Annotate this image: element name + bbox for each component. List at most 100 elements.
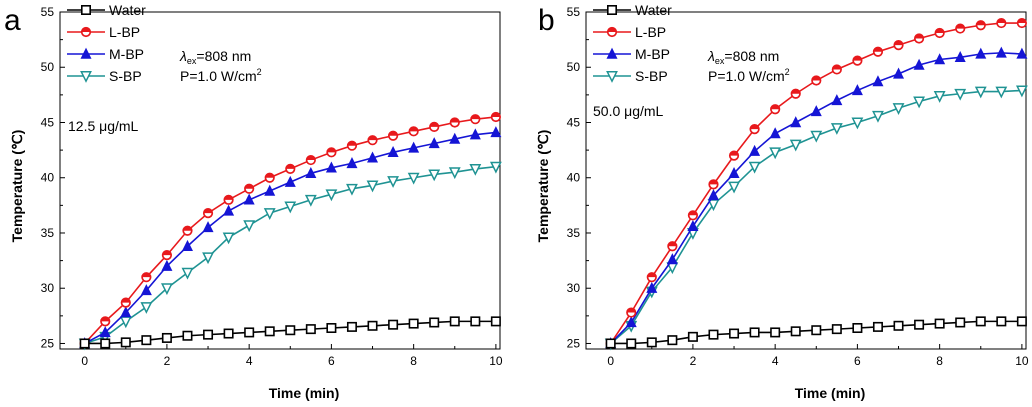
- data-point-m-bp: [449, 132, 461, 144]
- data-point-s-bp: [222, 232, 235, 245]
- data-point-m-bp: [99, 326, 111, 338]
- data-point-l-bp: [387, 130, 399, 141]
- data-point-l-bp: [749, 124, 760, 135]
- data-point-water: [605, 338, 616, 349]
- data-point-m-bp: [646, 281, 658, 293]
- data-point-l-bp: [223, 194, 234, 205]
- concentration-annotation: 12.5 μg/mL: [68, 118, 139, 134]
- data-point-m-bp: [954, 50, 966, 63]
- data-point-l-bp: [244, 183, 255, 194]
- data-point-m-bp: [469, 128, 481, 140]
- y-tick-label: 25: [567, 336, 581, 350]
- legend: Water L-BP M-BP S-BP: [67, 2, 146, 84]
- data-point-s-bp: [748, 161, 761, 174]
- legend-marker: [80, 26, 92, 38]
- panel-letter: a: [4, 4, 21, 37]
- data-point-s-bp: [140, 302, 153, 314]
- x-tick-label: 0: [607, 354, 614, 368]
- power-annotation: P=1.0 W/cm2: [180, 67, 262, 84]
- legend-marker: [80, 71, 92, 83]
- data-point-l-bp: [141, 272, 152, 283]
- y-tick-label: 25: [41, 336, 55, 350]
- data-point-water: [100, 338, 111, 349]
- data-point-water: [326, 323, 337, 334]
- y-axis-title: Temperature (℃): [9, 130, 25, 243]
- legend-label: S-BP: [635, 68, 668, 84]
- data-point-water: [996, 316, 1007, 327]
- y-tick-label: 50: [567, 60, 581, 74]
- data-point-s-bp: [954, 88, 967, 101]
- data-point-water: [934, 318, 945, 329]
- data-point-m-bp: [872, 75, 884, 87]
- x-tick-label: 2: [164, 354, 171, 368]
- wavelength-annotation: λex=808 nm: [179, 48, 251, 66]
- panel-letter: b: [538, 4, 555, 37]
- data-point-l-bp: [264, 172, 275, 183]
- x-tick-label: 6: [854, 354, 861, 368]
- data-point-s-bp: [489, 161, 502, 174]
- data-point-l-bp: [770, 104, 781, 115]
- data-point-s-bp: [284, 201, 297, 214]
- y-tick-label: 45: [41, 115, 55, 129]
- data-point-water: [223, 328, 234, 339]
- data-point-l-bp: [367, 135, 378, 146]
- data-point-l-bp: [975, 20, 986, 31]
- data-point-s-bp: [366, 180, 379, 193]
- data-point-water: [305, 324, 316, 335]
- y-tick-label: 55: [567, 5, 581, 19]
- power-value: P=1.0 W/cm: [180, 68, 257, 84]
- data-point-m-bp: [305, 166, 317, 179]
- wavelength-subscript: ex: [187, 56, 197, 66]
- data-point-s-bp: [304, 194, 317, 207]
- data-point-l-bp: [490, 111, 501, 123]
- data-point-m-bp: [284, 175, 296, 187]
- data-point-water: [626, 338, 637, 349]
- legend-marker: [80, 47, 92, 59]
- data-point-l-bp: [667, 241, 678, 252]
- wavelength-value: =808 nm: [196, 48, 251, 64]
- data-point-water: [408, 318, 419, 329]
- data-point-water: [831, 324, 842, 335]
- x-tick-label: 8: [410, 354, 417, 368]
- data-point-l-bp: [687, 210, 699, 221]
- data-point-s-bp: [769, 147, 782, 160]
- power-value: P=1.0 W/cm: [708, 68, 785, 84]
- data-point-m-bp: [387, 146, 399, 158]
- data-point-water: [346, 321, 357, 332]
- y-axis-title: Temperature (℃): [535, 130, 551, 243]
- data-point-m-bp: [181, 239, 193, 251]
- data-point-l-bp: [100, 316, 111, 327]
- data-point-m-bp: [810, 105, 822, 117]
- data-point-l-bp: [996, 17, 1007, 29]
- data-point-s-bp: [202, 252, 214, 265]
- data-point-s-bp: [325, 189, 338, 202]
- x-tick-label: 4: [246, 354, 253, 368]
- data-point-l-bp: [955, 23, 966, 34]
- x-axis-title: Time (min): [795, 385, 866, 401]
- data-point-l-bp: [285, 163, 296, 174]
- data-point-water: [367, 320, 378, 331]
- data-point-water: [264, 326, 275, 337]
- data-point-m-bp: [728, 166, 740, 179]
- data-point-m-bp: [666, 253, 678, 265]
- legend-marker: [81, 5, 92, 15]
- data-point-m-bp: [120, 306, 132, 318]
- data-point-m-bp: [687, 220, 699, 232]
- data-point-l-bp: [1016, 17, 1027, 29]
- data-point-s-bp: [161, 283, 173, 296]
- data-point-l-bp: [449, 117, 460, 128]
- legend-label: M-BP: [109, 46, 144, 62]
- legend-marker: [606, 71, 618, 83]
- plot-area: 0 2 4 6 8 10 25 30 35 40 45 50 55: [41, 5, 503, 368]
- legend-label: Water: [635, 2, 672, 18]
- data-point-l-bp: [934, 27, 945, 39]
- data-point-l-bp: [626, 307, 637, 318]
- data-point-l-bp: [893, 40, 904, 51]
- data-point-water: [770, 327, 781, 338]
- data-point-s-bp: [1015, 85, 1028, 98]
- data-point-water: [708, 329, 719, 340]
- power-annotation: P=1.0 W/cm2: [708, 67, 790, 84]
- data-point-s-bp: [974, 86, 987, 99]
- data-point-water: [852, 323, 863, 334]
- data-point-water: [244, 327, 255, 338]
